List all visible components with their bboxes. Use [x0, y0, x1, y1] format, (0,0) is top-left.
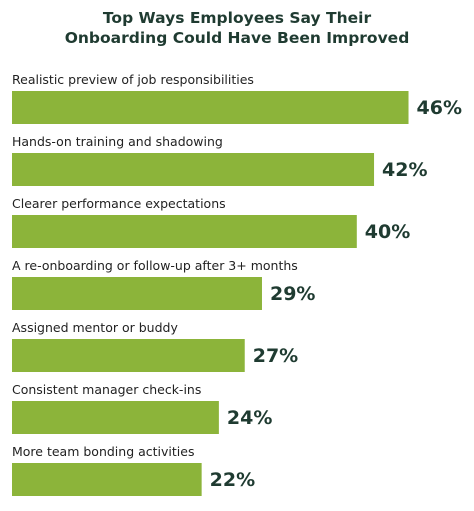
bar — [12, 401, 219, 434]
category-label: Realistic preview of job responsibilitie… — [12, 72, 254, 87]
category-label: Consistent manager check-ins — [12, 382, 201, 397]
category-label: More team bonding activities — [12, 444, 194, 459]
bar — [12, 339, 245, 372]
value-label: 46% — [417, 97, 462, 119]
value-label: 27% — [253, 345, 298, 367]
value-label: 22% — [210, 469, 255, 491]
bar — [12, 215, 357, 248]
category-label: Assigned mentor or buddy — [12, 320, 178, 335]
chart-title: Top Ways Employees Say Their Onboarding … — [64, 9, 410, 47]
value-label: 40% — [365, 221, 410, 243]
category-label: Hands-on training and shadowing — [12, 134, 223, 149]
value-label: 24% — [227, 407, 272, 429]
value-label: 42% — [382, 159, 427, 181]
category-label: Clearer performance expectations — [12, 196, 226, 211]
bar — [12, 277, 262, 310]
bar — [12, 463, 202, 496]
value-label: 29% — [270, 283, 315, 305]
bar — [12, 91, 409, 124]
category-label: A re-onboarding or follow-up after 3+ mo… — [12, 258, 298, 273]
bar — [12, 153, 375, 186]
